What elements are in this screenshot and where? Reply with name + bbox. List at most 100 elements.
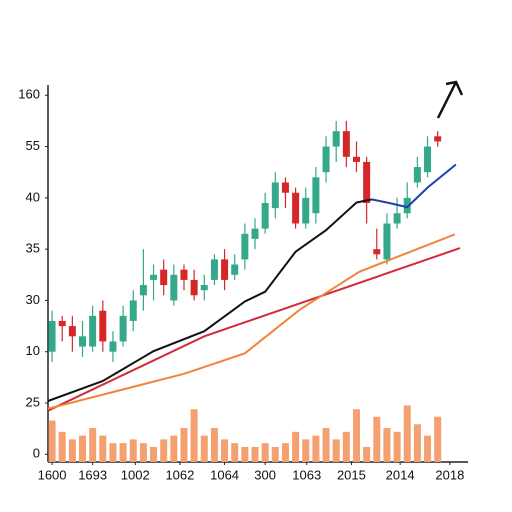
x-tick-label: 1064 <box>210 467 239 482</box>
x-tick-label: 2014 <box>386 467 415 482</box>
volume-bar <box>48 420 56 462</box>
trend-line <box>47 198 372 402</box>
candle-body <box>160 269 168 286</box>
volume-bar <box>109 443 117 462</box>
x-tick-label: 1002 <box>121 467 150 482</box>
y-tick-label: 30 <box>26 292 40 307</box>
volume-bar <box>413 424 421 462</box>
candle-body <box>79 336 87 347</box>
volume-bar <box>261 443 269 462</box>
x-tick-label: 1063 <box>292 467 321 482</box>
candle-body <box>58 320 66 327</box>
volume-bar <box>180 428 188 462</box>
y-tick-label: 55 <box>26 138 40 153</box>
volume-bar <box>352 409 360 462</box>
x-tick-label: 1062 <box>165 467 194 482</box>
volume-bar <box>302 439 310 462</box>
candle-body <box>332 131 340 147</box>
trend-arrow <box>436 80 464 119</box>
volume-bar <box>190 409 198 462</box>
volume-bar <box>403 405 411 462</box>
y-tick-label: 40 <box>26 189 40 204</box>
candle-body <box>200 285 208 291</box>
volume-bar <box>332 439 340 462</box>
candle-body <box>150 274 158 280</box>
volume-bar <box>221 439 229 462</box>
candle-body <box>261 202 269 229</box>
candle-body <box>312 177 320 214</box>
volume-bar <box>58 431 66 462</box>
volume-bar <box>312 435 320 462</box>
volume-bar <box>150 446 158 462</box>
volume-bar <box>231 443 239 462</box>
volume-bar <box>271 446 279 462</box>
volume-bar <box>342 431 350 462</box>
candle-body <box>139 285 147 296</box>
candle-body <box>180 269 188 280</box>
x-tick-label: 1693 <box>78 467 107 482</box>
y-tick-label: 10 <box>26 343 40 358</box>
y-tick-label: 35 <box>26 241 40 256</box>
y-tick-label: 25 <box>26 394 40 409</box>
candle-body <box>251 228 259 239</box>
trend-line <box>371 163 457 209</box>
volume-bar <box>383 428 391 462</box>
volume-bar <box>68 439 76 462</box>
candle-body <box>434 136 442 142</box>
volume-bar <box>160 439 168 462</box>
candle-body <box>48 320 56 352</box>
candle-body <box>99 310 107 342</box>
volume-bar <box>79 435 87 462</box>
candle-body <box>413 167 421 183</box>
candle-body <box>119 315 127 342</box>
candle-body <box>302 197 310 224</box>
candle-body <box>129 300 137 321</box>
x-tick-label: 300 <box>254 467 276 482</box>
volume-bar <box>210 428 218 462</box>
x-tick-label: 1600 <box>38 467 67 482</box>
x-tick-label: 2018 <box>435 467 464 482</box>
candle-body <box>210 259 218 280</box>
candle-body <box>393 213 401 224</box>
volume-bar <box>139 443 147 462</box>
volume-bar <box>170 435 178 462</box>
candle-body <box>281 182 289 193</box>
volume-bar <box>281 443 289 462</box>
volume-bar <box>200 435 208 462</box>
trend-line <box>47 233 456 410</box>
volume-bar <box>251 446 259 462</box>
volume-bar <box>129 439 137 462</box>
candle-body <box>231 264 239 275</box>
volume-bar <box>119 443 127 462</box>
candle-body <box>373 249 381 255</box>
candle-body <box>109 341 117 352</box>
volume-bar <box>434 416 442 462</box>
volume-bar <box>292 431 300 462</box>
y-tick-label: 0 <box>33 446 40 461</box>
candle-body <box>403 197 411 214</box>
x-tick-label: 2015 <box>337 467 366 482</box>
candle-body <box>352 156 360 162</box>
trend-line <box>47 247 461 412</box>
volume-bar <box>241 446 249 462</box>
volume-bar <box>89 428 97 462</box>
candle-body <box>89 315 97 347</box>
volume-bar <box>99 435 107 462</box>
volume-bar <box>424 435 432 462</box>
candle-body <box>170 274 178 301</box>
candle-body <box>68 326 76 337</box>
candle-body <box>322 146 330 173</box>
volume-bar <box>322 428 330 462</box>
candle-body <box>221 259 229 280</box>
candle-body <box>292 192 300 224</box>
candle-body <box>271 182 279 209</box>
candle-body <box>342 131 350 157</box>
candle-body <box>424 146 432 173</box>
volume-bar <box>393 431 401 462</box>
candle-body <box>241 233 249 260</box>
candle-body <box>363 161 371 203</box>
candle-body <box>190 279 198 296</box>
candle-body <box>383 223 391 260</box>
y-tick-label: 160 <box>18 87 40 102</box>
